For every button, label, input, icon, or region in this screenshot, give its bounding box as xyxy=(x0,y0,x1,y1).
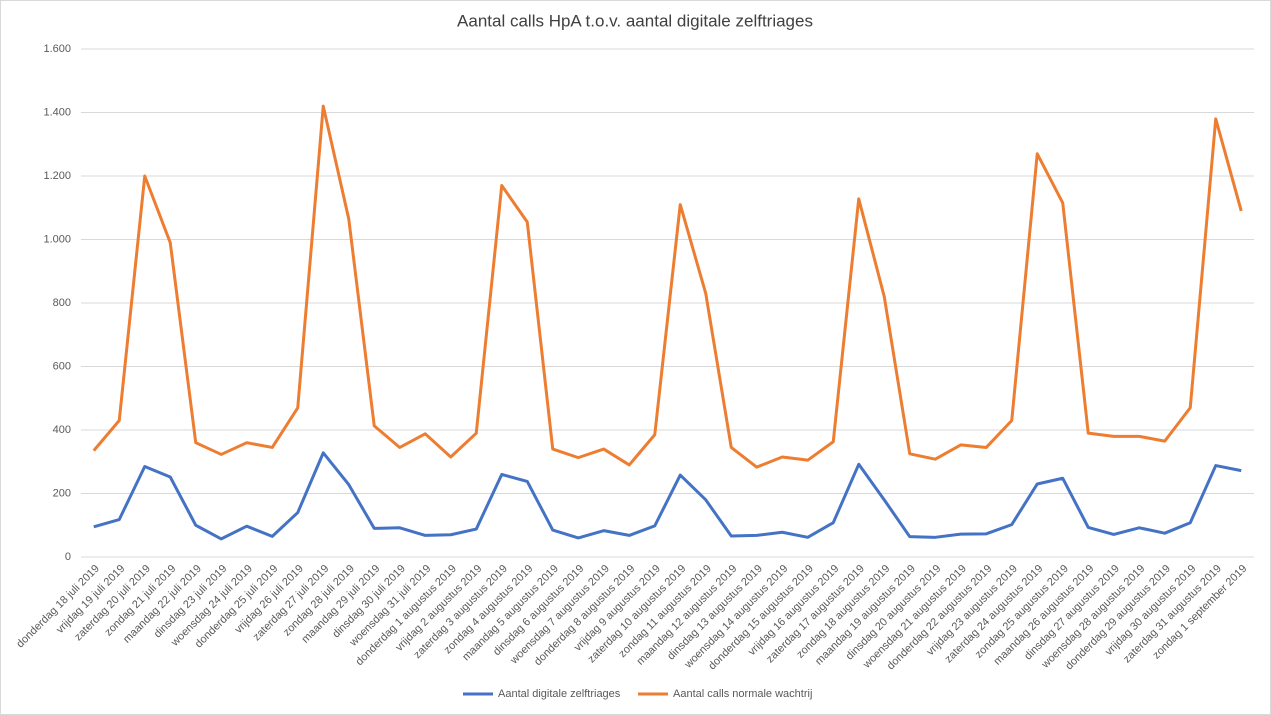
y-tick-label: 200 xyxy=(53,487,71,499)
series-line xyxy=(92,104,1243,469)
y-tick-label: 1.600 xyxy=(43,43,71,55)
legend-label: Aantal calls normale wachtrij xyxy=(673,688,812,700)
chart-title: Aantal calls HpA t.o.v. aantal digitale … xyxy=(457,11,813,30)
y-tick-label: 400 xyxy=(53,424,71,436)
series-line xyxy=(93,451,1242,541)
y-tick-label: 0 xyxy=(65,551,71,563)
y-tick-label: 1.000 xyxy=(43,233,71,245)
legend-label: Aantal digitale zelftriages xyxy=(498,688,621,700)
y-tick-label: 1.200 xyxy=(43,170,71,182)
y-tick-label: 1.400 xyxy=(43,106,71,118)
y-tick-label: 600 xyxy=(53,360,71,372)
y-tick-label: 800 xyxy=(53,297,71,309)
